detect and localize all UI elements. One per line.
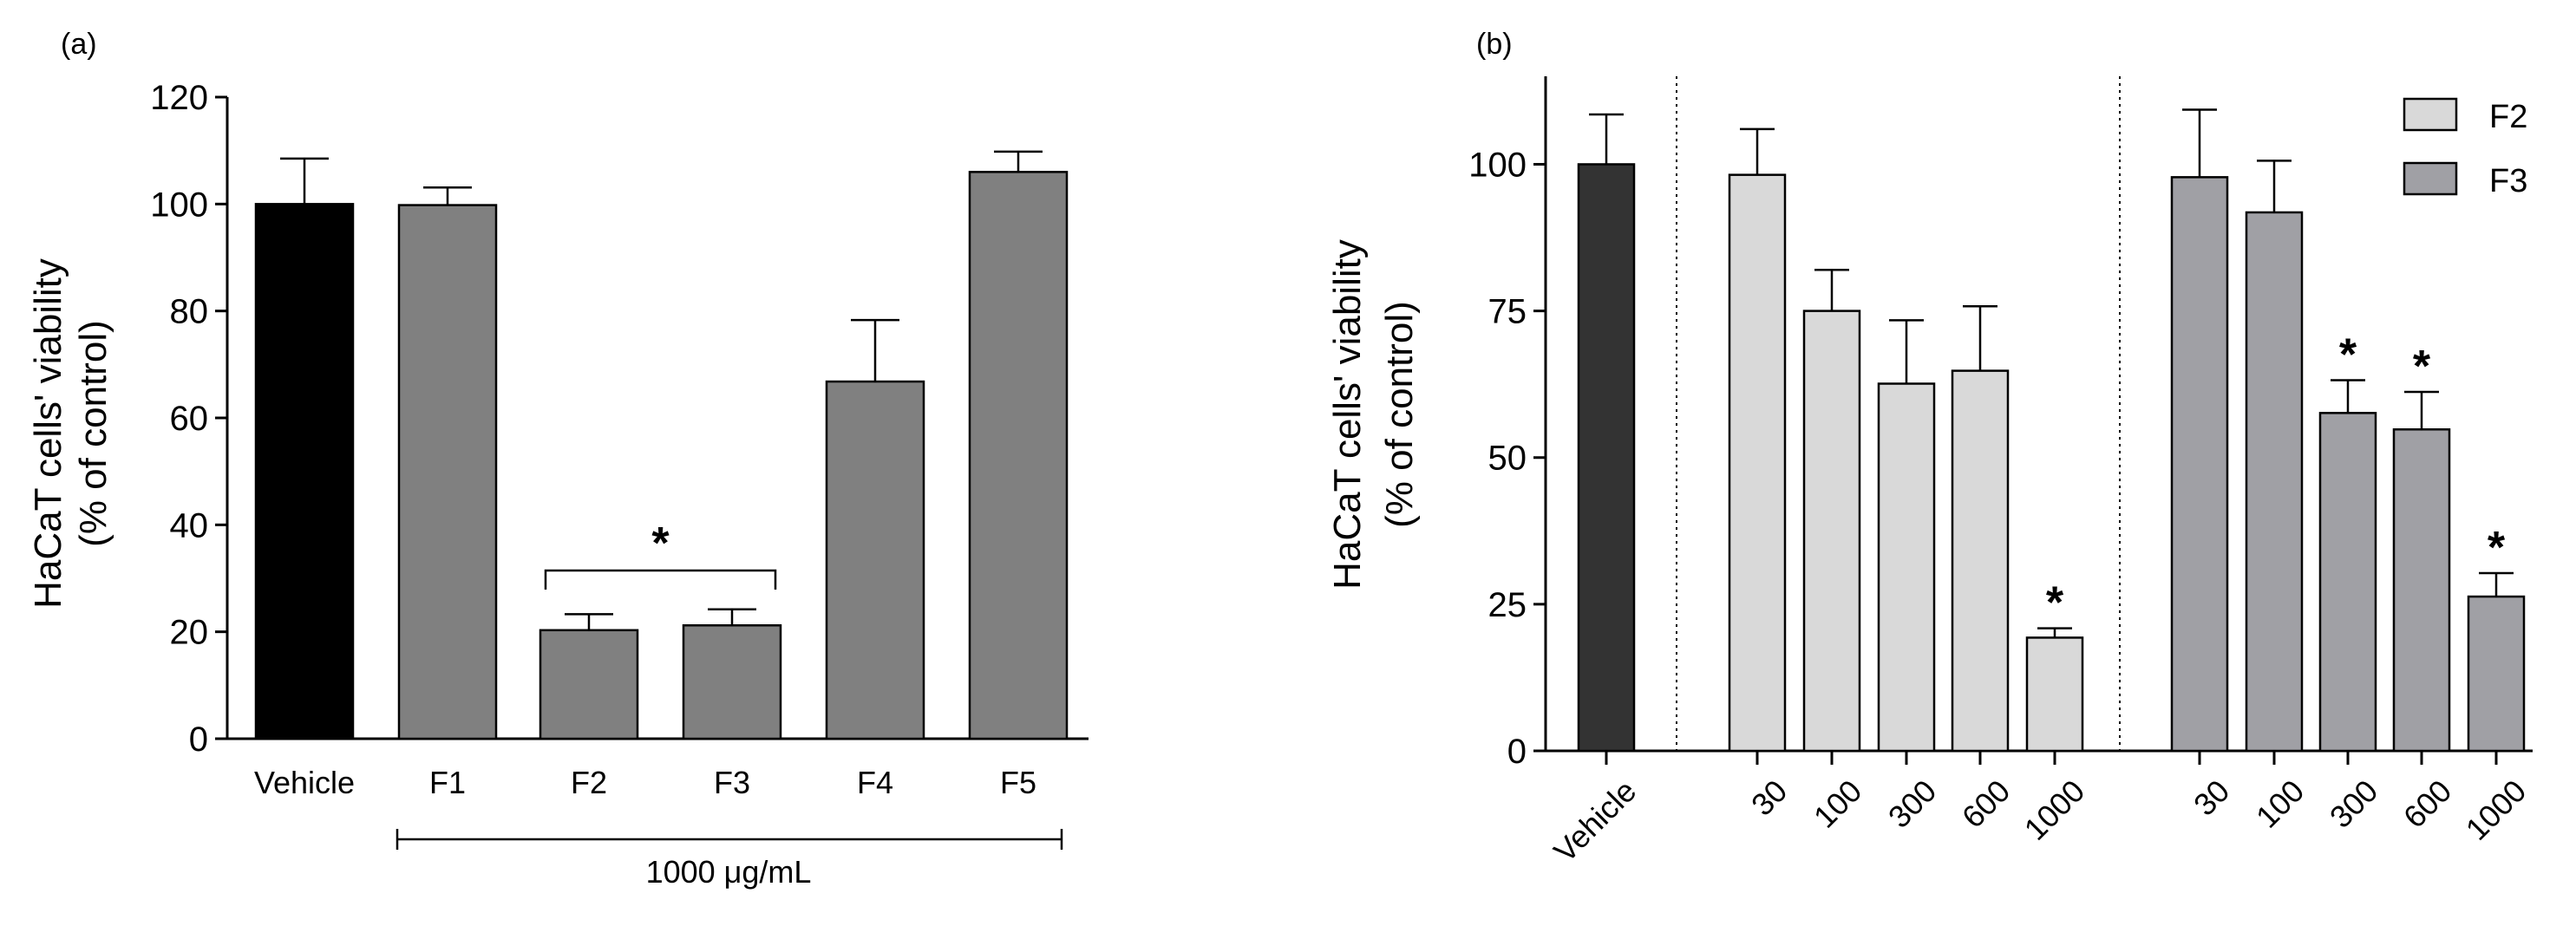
panel-a-y-tick-label: 120 [150,79,208,117]
panel-a-y-tick-label: 100 [150,186,208,224]
panel-b-y-tick-label: 75 [1488,293,1527,331]
panel-b-x-tick-label: 30 [2187,773,2236,822]
panel-b-bar-f3-600 [2392,428,2451,753]
panel-b-ylabel-line1: HaCaT cells' viability [1326,239,1369,590]
legend-label-f3: F3 [2489,163,2527,199]
panel-b-x-tick-label: 600 [1955,773,2017,834]
panel-b-x-tick-label: 300 [2323,773,2384,834]
panel-a-x-tick-label: F5 [1000,765,1036,800]
panel-b-x-tick-label: 1000 [2017,773,2092,847]
legend-label-f2: F2 [2489,99,2527,135]
panel-a-x-tick-label: Vehicle [254,765,355,800]
panel-b-bar-f2-600 [1951,369,2010,753]
panel-b-bar-f2-1000-significance-star: * [2046,578,2064,629]
panel-b-y-tick-label: 0 [1507,733,1527,771]
panel-a-significance-star: * [651,518,670,569]
panel-b-bar-f3-30 [2170,176,2229,753]
panel-a-range-label: 1000 μg/mL [646,854,812,890]
panel-b-y-tick-label: 25 [1488,586,1527,624]
panel-b-bar-vehicle [1577,163,1636,753]
panel-a-y-tick-label: 80 [170,293,209,331]
panel-b-bar-f3-1000 [2467,595,2526,753]
panel-a-bar-f1 [397,204,498,740]
panel-a-ylabel-line2: (% of control) [72,320,114,547]
panel-a-bar-f3 [682,624,782,740]
legend-swatch-f2 [2403,97,2458,132]
panel-a-bar-vehicle [254,203,355,740]
panel-a-x-tick-label: F1 [429,765,466,800]
panel-b-bar-f2-30 [1728,173,1787,753]
panel-b-bar-f3-300-significance-star: * [2339,329,2357,380]
panel-a-bar-f4 [825,380,925,740]
panel-b-x-tick-label: 100 [1807,773,1868,834]
panel-b-bar-f3-100 [2245,211,2304,753]
panel-b-x-tick-label: 100 [2249,773,2311,834]
panel-a-x-tick-label: F4 [857,765,893,800]
panel-a-y-tick-label: 40 [170,506,209,544]
panel-b-x-tick-label: 1000 [2459,773,2534,847]
panel-b-label: (b) [1476,28,1513,61]
panel-b-x-tick-label: Vehicle [1546,773,1643,869]
panel-a-y-tick-label: 20 [170,614,209,652]
panel-b-bar-f3-300 [2318,412,2377,753]
panel-b-ylabel-line2: (% of control) [1378,301,1421,528]
panel-b-bar-f3-1000-significance-star: * [2488,523,2506,573]
panel-b-bar-f2-100 [1802,310,1861,753]
panel-b-y-tick-label: 100 [1468,146,1527,184]
panel-a-significance-bracket [544,569,777,590]
panel-b-bar-f3-600-significance-star: * [2413,342,2431,392]
panel-a-y-tick-label: 60 [170,400,209,438]
panel-b-x-tick-label: 300 [1881,773,1943,834]
panel-a-plot: 0 20 40 60 80 100 120 Vehicle F1 F2 F3 F4 F5 * [150,79,1089,850]
panel-b-y-tick-label: 50 [1488,440,1527,478]
panel-a-x-tick-label: F3 [714,765,750,800]
panel-a-label: (a) [61,28,97,61]
panel-a-y-tick-label: 0 [189,721,208,759]
legend-swatch-f3 [2403,161,2458,196]
panel-b-x-tick-label: 30 [1744,773,1794,822]
panel-a-bar-f2 [539,629,639,740]
panel-b-bar-f2-1000 [2025,636,2084,753]
panel-a-ylabel-line1: HaCaT cells' viability [27,258,69,609]
panel-b-x-tick-label: 600 [2396,773,2458,834]
panel-a-x-tick-label: F2 [571,765,607,800]
panel-b-bar-f2-300 [1877,382,1936,753]
panel-a-bar-f5 [968,171,1069,740]
